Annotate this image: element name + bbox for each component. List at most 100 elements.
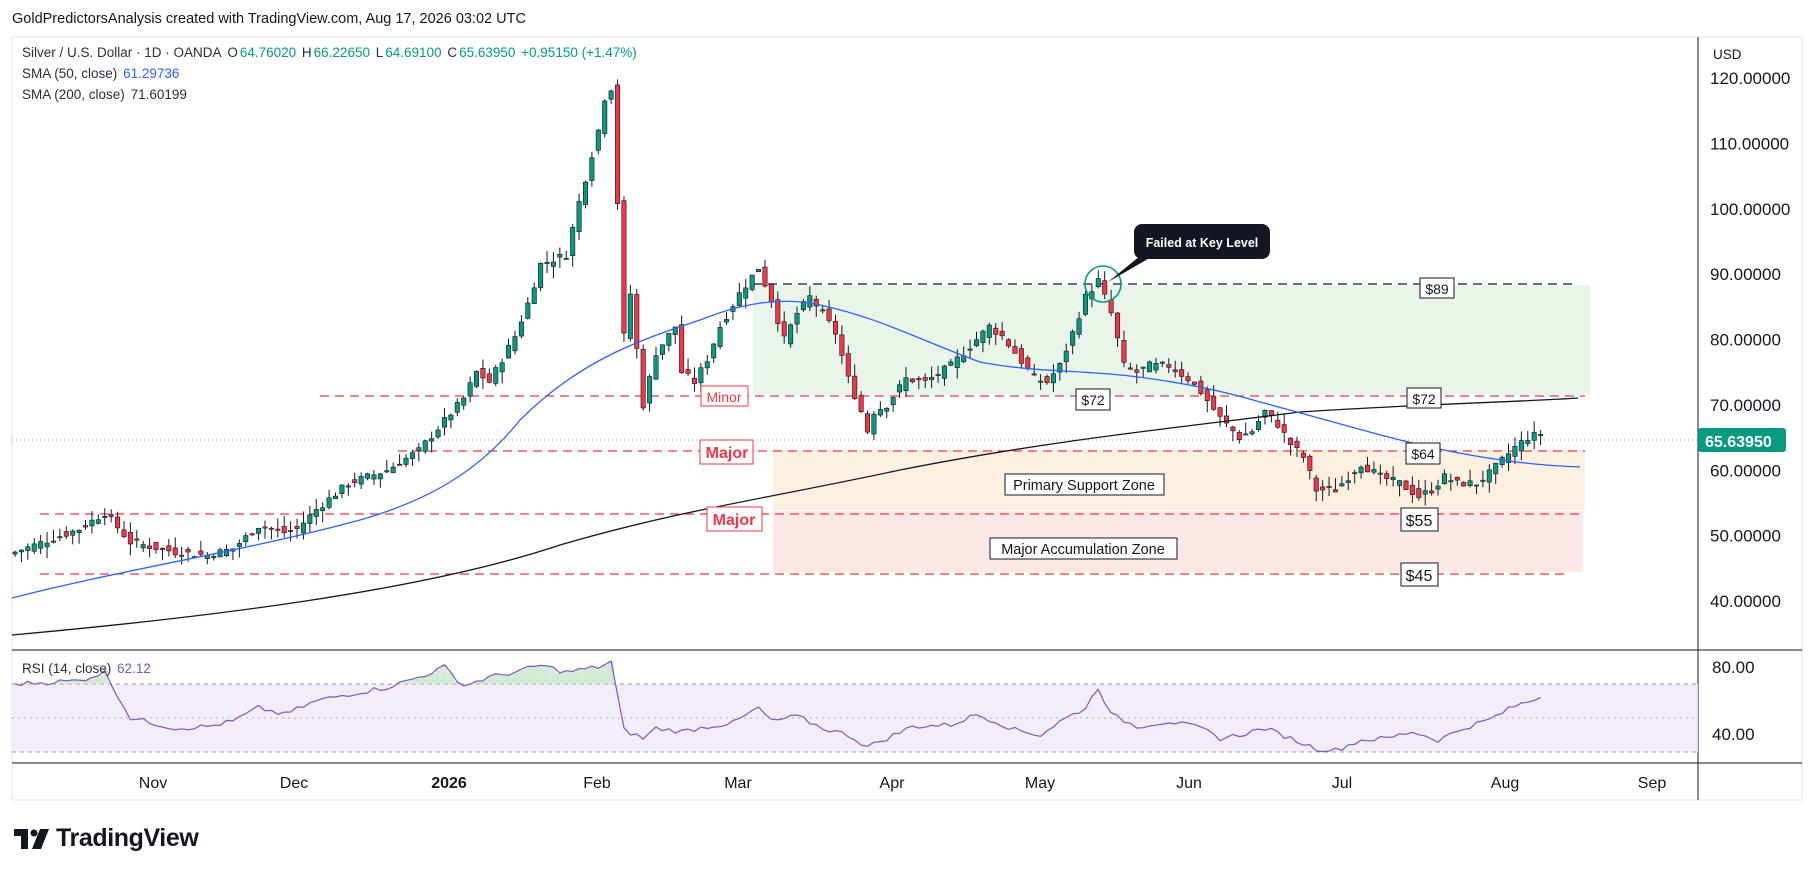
candle — [1153, 363, 1159, 371]
price-tag-72b: $72 — [1412, 391, 1436, 407]
candle — [38, 541, 44, 549]
candle — [1538, 434, 1544, 436]
major-tag-1: Major — [706, 445, 749, 462]
rsi-overbought-segment — [511, 672, 519, 684]
candle — [345, 485, 351, 488]
candle — [44, 542, 50, 548]
legend-low: 64.69100 — [385, 45, 442, 60]
last-price-badge — [1698, 428, 1786, 452]
candle — [775, 299, 781, 324]
time-axis[interactable]: Nov Dec 2026 Feb Mar Apr May Jun Jul Aug… — [139, 775, 1667, 792]
candle — [563, 257, 569, 260]
candle — [390, 466, 396, 474]
candle — [281, 526, 287, 533]
candle — [557, 253, 563, 258]
candle — [1288, 437, 1294, 445]
rsi-overbought-segment — [447, 672, 455, 684]
rsi-overbought-segment — [82, 680, 89, 684]
rsi-overbought-segment — [607, 661, 615, 684]
candle — [967, 348, 973, 351]
major-zone-label-box — [989, 537, 1178, 560]
candle — [172, 547, 178, 556]
candle — [332, 495, 338, 500]
price-tick: 70.00000 — [1710, 396, 1781, 415]
legend-ohlc[interactable]: Silver / U.S. Dollar · 1D · OANDA O 64.76… — [22, 45, 639, 60]
candle — [512, 336, 518, 352]
rsi-overbought-segment — [479, 680, 487, 684]
candle — [749, 274, 755, 290]
price-tick: 100.00000 — [1710, 200, 1790, 219]
candle — [1102, 280, 1108, 295]
legend-sma200-value: 71.60199 — [130, 87, 187, 102]
rsi-overbought-segment — [575, 668, 583, 684]
candle — [1223, 415, 1229, 424]
candle — [1044, 376, 1050, 383]
legend-sma200[interactable]: SMA (200, close) 71.60199 — [22, 87, 189, 102]
candle — [307, 514, 313, 524]
candle — [845, 353, 851, 377]
candle — [486, 373, 492, 383]
candle — [1006, 339, 1012, 347]
candle — [1461, 482, 1467, 487]
candle — [493, 367, 499, 384]
time-tick-apr: Apr — [880, 775, 906, 792]
sma200-line — [11, 397, 1579, 636]
rsi-overbought-segment — [473, 681, 480, 684]
callout-pointer — [1108, 252, 1160, 282]
candle — [243, 535, 249, 543]
candle — [813, 298, 819, 307]
key-level-circle — [1084, 265, 1122, 303]
candle — [89, 519, 95, 527]
candle — [1416, 488, 1422, 498]
rsi-overbought-segment — [569, 671, 576, 684]
legend-sma50[interactable]: SMA (50, close) 61.29736 — [22, 66, 181, 81]
candle — [1281, 424, 1287, 433]
primary-zone-label-box — [1004, 473, 1165, 496]
candle — [1429, 490, 1435, 494]
candle — [1448, 480, 1454, 483]
price-tag-89: $89 — [1425, 281, 1449, 297]
rsi-overbought-segment — [24, 681, 32, 684]
candle — [916, 378, 922, 381]
legend-sma50-value: 61.29736 — [123, 66, 180, 81]
candle — [1326, 486, 1332, 488]
candle — [717, 327, 723, 347]
time-tick-sep: Sep — [1638, 775, 1667, 792]
candle — [724, 319, 730, 323]
rsi-overbought-segment — [396, 681, 403, 684]
price-axis-ticks[interactable]: 120.00000 110.00000 100.00000 90.00000 8… — [1710, 69, 1790, 611]
currency-label[interactable]: USD — [1713, 47, 1742, 62]
candle — [1127, 367, 1133, 370]
candle — [1454, 477, 1460, 481]
candle — [461, 397, 467, 406]
candle — [1236, 432, 1242, 441]
candle — [1172, 369, 1178, 373]
rsi-overbought-segment — [595, 668, 602, 684]
legend-rsi-label: RSI (14, close) — [22, 661, 112, 676]
time-tick-2026: 2026 — [431, 775, 467, 792]
candle — [1467, 480, 1473, 486]
callout-box[interactable] — [1134, 224, 1270, 259]
major-zone-label: Major Accumulation Zone — [1001, 542, 1165, 558]
candle — [685, 369, 691, 374]
candle — [1204, 389, 1210, 402]
time-tick-aug: Aug — [1491, 775, 1519, 792]
candle — [224, 549, 230, 557]
candle — [1377, 472, 1383, 475]
candle — [595, 129, 601, 151]
candle — [57, 536, 63, 539]
candle — [1332, 489, 1338, 493]
candle — [108, 514, 114, 517]
rsi-overbought-segment — [550, 667, 557, 684]
candle — [1179, 369, 1185, 377]
legend-rsi[interactable]: RSI (14, close) 62.12 — [22, 661, 153, 676]
candle — [1390, 476, 1396, 480]
range-zone — [753, 285, 1590, 395]
candle — [288, 530, 294, 533]
candle — [858, 395, 864, 412]
rsi-overbought-segment — [434, 668, 442, 684]
candle — [986, 324, 992, 338]
time-tick-dec: Dec — [280, 775, 308, 792]
tradingview-logo[interactable]: TradingView — [14, 824, 199, 853]
